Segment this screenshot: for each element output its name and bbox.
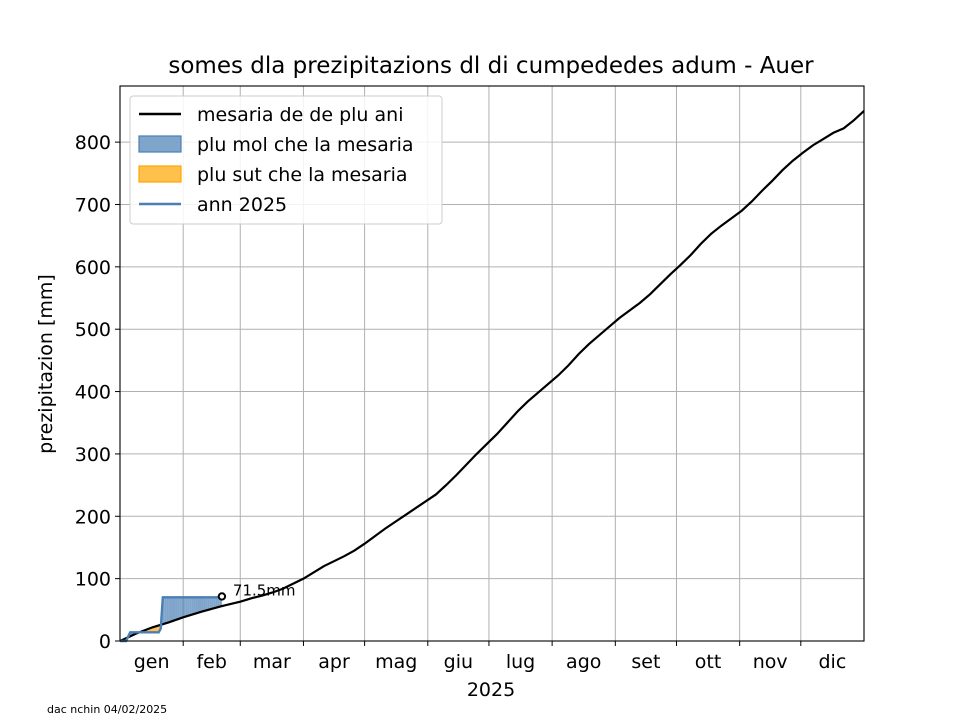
fill-above-mean [191,597,194,615]
fill-above-mean [193,597,196,615]
footer-date: dac nchin 04/02/2025 [47,703,167,716]
y-axis-label: prezipitazion [mm] [35,274,57,454]
fill-above-mean [207,597,210,611]
fill-above-mean [211,597,214,609]
fill-above-mean [170,597,173,622]
fill-above-mean [185,597,188,617]
y-tick-label: 700 [75,194,111,216]
fill-above-mean [215,597,218,608]
chart-title: somes dla prezipitazions dl di cumpedede… [168,53,814,79]
annotation: 71.5mm [217,581,296,601]
y-tick-label: 600 [75,257,111,279]
fill-above-mean [173,597,176,621]
legend-patch-swatch [138,165,182,183]
y-tick-label: 300 [75,444,111,466]
fill-above-mean [195,597,198,614]
fill-above-mean [201,597,204,612]
fill-above-mean [166,597,169,623]
x-tick-label: giu [444,651,473,673]
fill-above-mean [168,597,171,623]
fill-above-mean [189,597,192,616]
legend-patch-swatch [138,135,182,153]
fill-above-mean [199,597,202,613]
fill-above-mean [217,597,220,608]
x-tick-label: set [631,651,660,673]
x-ticks: gen feb mar apr mag giu lug ago set ott nov dic [134,641,847,673]
x-tick-label: apr [318,651,350,673]
legend-box [129,95,443,225]
fill-below-mean [156,625,159,633]
y-tick-label: 100 [75,569,111,591]
x-tick-label: ott [695,651,722,673]
x-tick-label: gen [134,651,170,673]
fill-above-mean [177,597,180,620]
fill-above-mean [213,597,216,609]
x-tick-label: lug [506,651,535,673]
fill-above-mean [203,597,206,612]
x-axis-label: 2025 [467,679,515,701]
plot-frame [119,85,865,642]
year-2025-line [120,595,223,643]
series-lines [119,110,865,643]
x-tick-label: mar [253,651,291,673]
y-ticks: 0 100 200 300 400 500 600 700 800 [75,132,120,653]
y-tick-label: 400 [75,382,111,404]
fill-above-mean [164,597,167,624]
legend: mesaria de de plu ani plu mol che la mesa… [129,95,443,225]
y-tick-label: 500 [75,319,111,341]
legend-label: plu mol che la mesaria [197,134,414,156]
legend-label: ann 2025 [197,194,287,216]
x-tick-label: nov [753,651,788,673]
y-tick-label: 800 [75,132,111,154]
x-tick-label: feb [196,651,226,673]
x-tick-label: ago [566,651,601,673]
annotation-marker [217,592,227,601]
mean-line [119,110,865,642]
x-tick-label: mag [375,651,417,673]
fill-above-mean [183,597,186,618]
y-tick-label: 0 [99,631,111,653]
fill-above-mean [175,597,178,621]
fill-above-mean [187,597,190,617]
annotation-label: 71.5mm [233,581,296,599]
y-tick-label: 200 [75,506,111,528]
fill-above-mean [197,597,200,613]
legend-label: mesaria de de plu ani [197,104,403,126]
fill-areas [120,596,222,641]
legend-label: plu sut che la mesaria [197,164,408,186]
fill-above-mean [181,597,184,619]
x-tick-label: dic [819,651,847,673]
fill-above-mean [179,597,182,619]
fill-above-mean [205,597,208,611]
fill-above-mean [209,597,212,610]
